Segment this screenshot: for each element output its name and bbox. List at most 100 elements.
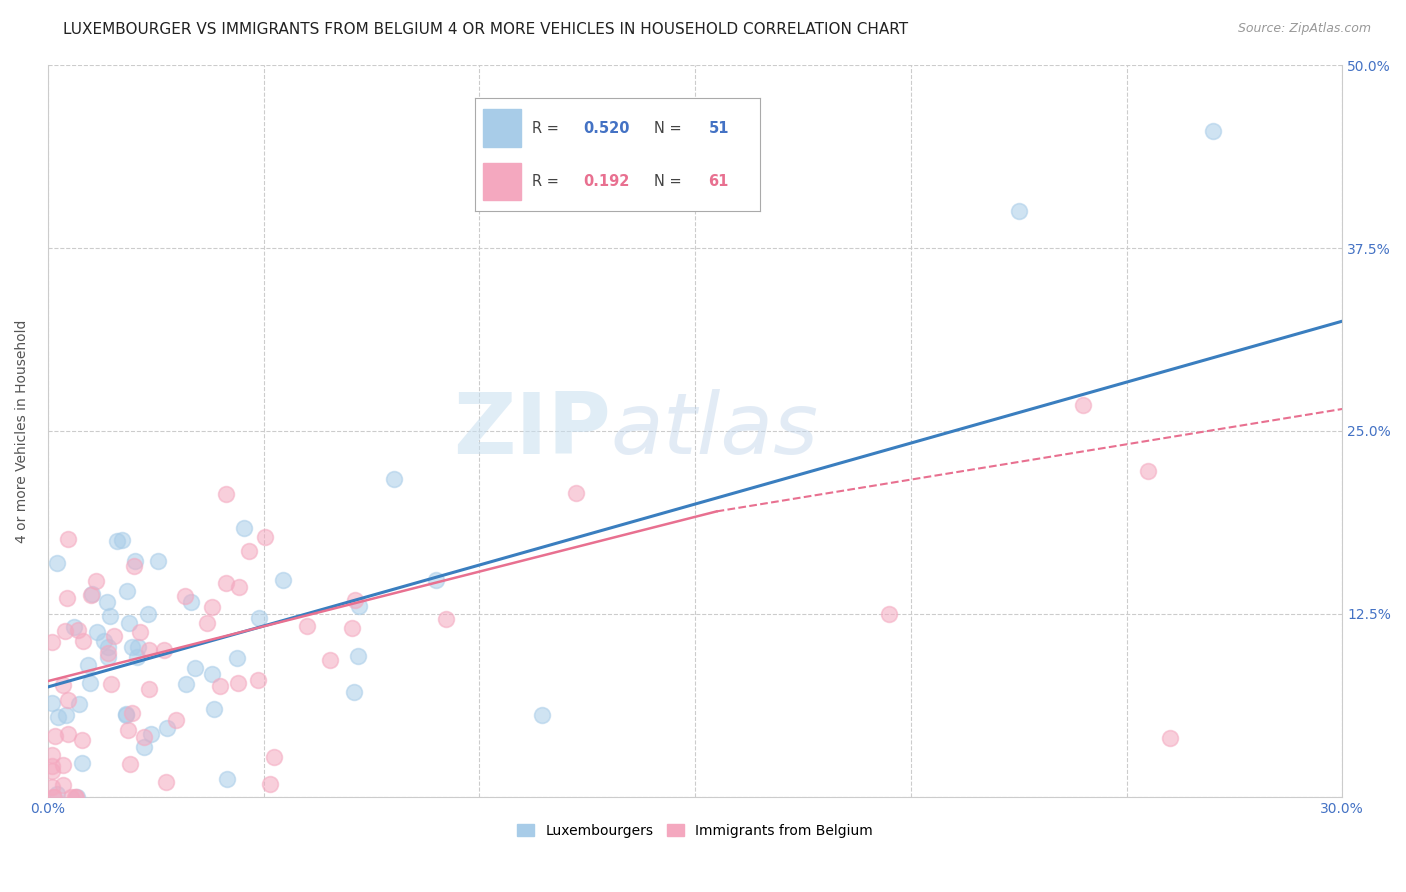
Point (114, 708, 136, 723)
Point (1137, 464, 1160, 478)
Point (173, 589, 195, 603)
Point (263, 750, 285, 764)
Point (295, 618, 318, 632)
Point (342, 621, 364, 635)
Point (117, 723, 139, 737)
Point (530, 708, 553, 723)
Point (117, 584, 139, 599)
Point (136, 607, 159, 621)
Point (45, 787, 67, 801)
Point (97, 640, 120, 654)
Point (129, 624, 152, 639)
Text: LUXEMBOURGER VS IMMIGRANTS FROM BELGIUM 4 OR MORE VEHICLES IN HOUSEHOLD CORRELAT: LUXEMBOURGER VS IMMIGRANTS FROM BELGIUM … (63, 22, 908, 37)
Point (195, 616, 218, 631)
Point (42, 789, 65, 804)
Point (343, 592, 366, 607)
Point (877, 607, 900, 622)
Point (41, 635, 63, 649)
Point (132, 739, 155, 754)
Point (41, 747, 63, 762)
Point (253, 530, 276, 544)
Point (1202, 124, 1225, 138)
Point (155, 774, 177, 789)
Point (343, 684, 366, 698)
Point (127, 649, 149, 664)
Point (121, 640, 143, 654)
Point (122, 558, 145, 573)
Point (347, 648, 370, 663)
Point (98, 609, 121, 624)
Point (146, 554, 169, 568)
Point (347, 599, 370, 613)
Point (72, 633, 94, 648)
Point (96, 595, 118, 609)
Point (105, 534, 128, 549)
Point (84, 574, 107, 589)
Point (93, 634, 115, 648)
Point (67, 698, 90, 712)
Point (259, 776, 281, 790)
Point (318, 653, 340, 667)
Point (1007, 204, 1029, 219)
Point (226, 676, 249, 690)
Point (100, 676, 122, 690)
Point (565, 485, 588, 500)
Point (52, 678, 75, 692)
Text: atlas: atlas (610, 390, 818, 473)
Point (208, 680, 231, 694)
Point (56, 591, 79, 606)
Point (56, 727, 79, 741)
Point (114, 706, 136, 721)
Point (238, 544, 260, 558)
Point (247, 611, 270, 625)
Point (41, 764, 63, 778)
Point (111, 533, 134, 548)
Point (52, 779, 75, 793)
Point (228, 580, 250, 594)
Legend: Luxembourgers, Immigrants from Belgium: Luxembourgers, Immigrants from Belgium (510, 817, 880, 845)
Point (70, 756, 93, 770)
Point (79, 676, 101, 690)
Point (80, 588, 103, 602)
Point (41, 696, 63, 710)
Point (202, 702, 225, 716)
Point (127, 640, 149, 655)
Point (176, 677, 198, 691)
Point (62, 620, 84, 634)
Point (184, 661, 207, 675)
Point (66, 789, 89, 804)
Point (97, 646, 120, 660)
Point (226, 651, 249, 665)
Point (46, 710, 69, 724)
Point (271, 574, 294, 588)
Point (41, 759, 63, 773)
Point (121, 706, 143, 720)
Point (201, 599, 224, 614)
Point (56, 692, 79, 706)
Point (382, 472, 405, 486)
Point (41, 789, 63, 804)
Point (72, 733, 94, 747)
Point (246, 673, 269, 687)
Point (53, 624, 76, 638)
Text: Source: ZipAtlas.com: Source: ZipAtlas.com (1237, 22, 1371, 36)
Point (165, 713, 187, 727)
Point (118, 756, 141, 771)
Point (425, 573, 447, 587)
Point (217, 772, 239, 786)
Point (434, 612, 457, 626)
Point (232, 521, 254, 535)
Text: ZIP: ZIP (453, 390, 610, 473)
Point (56, 532, 79, 546)
Point (132, 730, 155, 744)
Point (153, 642, 176, 657)
Point (138, 643, 160, 657)
Point (180, 595, 202, 609)
Point (66, 623, 89, 637)
Point (41, 780, 63, 794)
Point (215, 487, 238, 501)
Point (60, 789, 83, 804)
Point (46, 556, 69, 570)
Point (201, 667, 224, 681)
Point (1159, 731, 1181, 746)
